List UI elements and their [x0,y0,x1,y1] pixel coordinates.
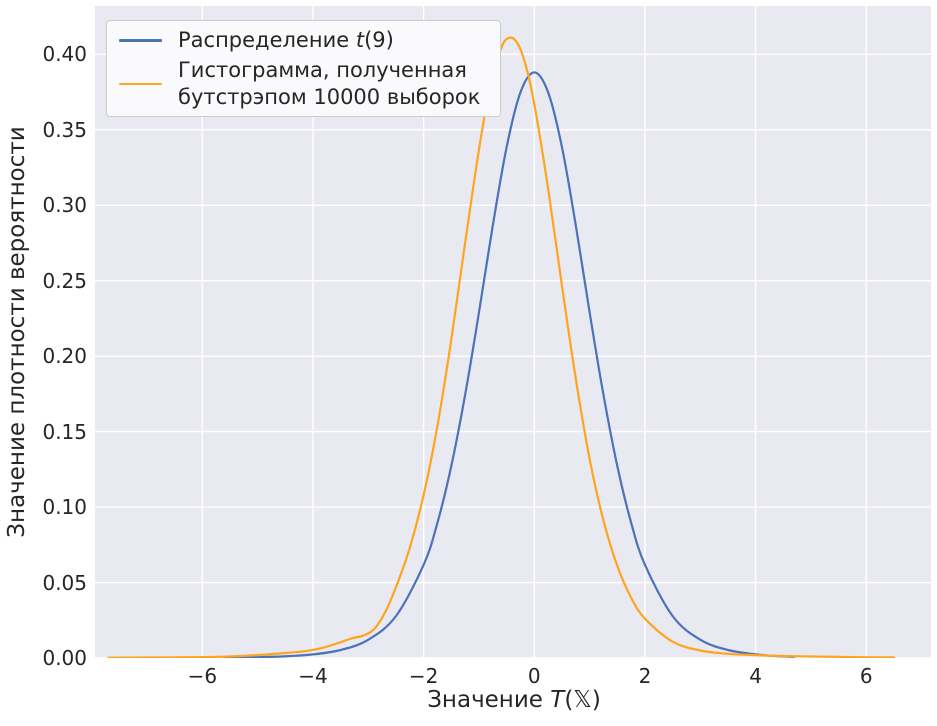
legend-label-bootstrap-line2: бутстрэпом 10000 выборок [178,85,481,109]
legend-label-bootstrap: Гистограмма, полученная бутстрэпом 10000… [178,57,480,111]
y-axis-label: Значение плотности вероятности [4,126,30,538]
x-axis-label-statistic: T [550,687,565,713]
x-axis-label: Значение T(𝕏) [427,687,601,713]
legend-label-t9-statistic: t [355,28,365,52]
x-axis-label-argument: (𝕏) [564,687,601,713]
t9-distribution-curve [223,71,796,658]
legend: Распределение t(9) Гистограмма, полученн… [106,20,501,117]
legend-label-t9-df: (9) [364,28,394,52]
legend-entry-bootstrap: Гистограмма, полученная бутстрэпом 10000… [119,57,488,111]
bootstrap-line-swatch [119,82,162,86]
legend-label-bootstrap-line1: Гистограмма, полученная [178,58,467,82]
x-axis-label-prefix: Значение [427,687,551,713]
t9-line-swatch [119,39,162,42]
legend-label-t9-prefix: Распределение [178,28,356,52]
legend-entry-t9: Распределение t(9) [119,27,488,54]
legend-label-t9: Распределение t(9) [178,27,394,54]
